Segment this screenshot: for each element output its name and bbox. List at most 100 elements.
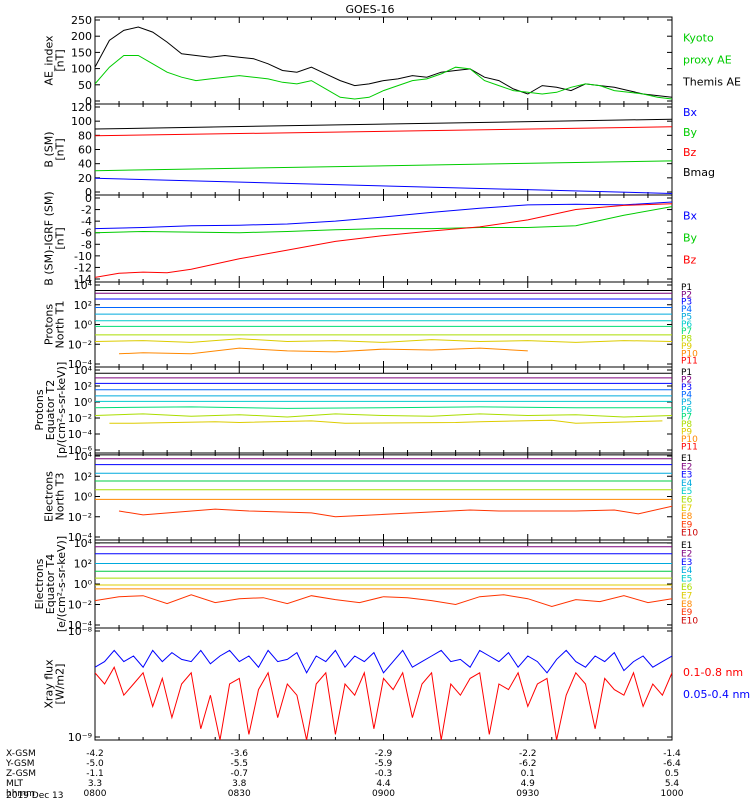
y-tick-label: 80 (78, 129, 92, 142)
legend-entry: Kyoto (683, 32, 714, 45)
x-axis-value: 4.9 (521, 779, 536, 789)
y-tick-label: 10² (74, 470, 92, 483)
legend-entry: P10 (681, 435, 698, 445)
x-axis-value: -6.4 (663, 759, 681, 769)
legend-entry: Bmag (683, 166, 715, 179)
y-axis-label: Xray flux (43, 659, 56, 709)
legend-entry: P1 (681, 283, 692, 293)
series-by (95, 206, 672, 234)
y-axis-label: [W/m2] (54, 664, 67, 705)
legend-entry: E2 (681, 462, 692, 472)
y-tick-label: -14 (74, 273, 92, 286)
y-axis-label: Electrons (43, 471, 56, 522)
x-axis-value: 3.3 (88, 779, 102, 789)
y-tick-label: 0 (85, 95, 92, 108)
y-axis-label: Electrons (33, 558, 46, 609)
x-axis-value: -3.6 (230, 749, 248, 759)
series-p8 (95, 413, 672, 418)
panel-ae: 250 200 150 100 50 0 AE_index[nT] Kyoto proxy AE… (43, 14, 741, 108)
y-tick-label: 10⁰ (74, 578, 93, 591)
x-axis-value: 5.4 (665, 779, 680, 789)
y-tick-label: 10⁰ (74, 319, 93, 332)
x-axis-value: -5.5 (230, 759, 248, 769)
legend-entry: E1 (681, 541, 692, 551)
x-axis-value: -4.2 (86, 749, 104, 759)
y-tick-label: 10² (74, 380, 92, 393)
legend-entry: E6 (681, 583, 693, 593)
legend-entry: E1 (681, 454, 692, 464)
y-tick-label: 10⁻⁴ (68, 619, 93, 632)
y-axis-label: North T1 (54, 301, 67, 349)
figure-title: GOES-16 (345, 3, 394, 16)
y-axis-label: [nT] (54, 138, 67, 160)
x-axis-value: 4.4 (376, 779, 391, 789)
x-axis-value: 0830 (228, 789, 251, 799)
legend-entry: P9 (681, 342, 692, 352)
x-axis-row-label: X-GSM (6, 749, 36, 759)
legend-entry: By (683, 126, 698, 139)
x-axis-value: 0.5 (665, 769, 679, 779)
legend-entry: E5 (681, 487, 692, 497)
x-axis-value: -5.9 (375, 759, 393, 769)
y-tick-label: 10⁻² (68, 599, 92, 612)
series-by (95, 160, 672, 172)
y-tick-label: 10⁻² (68, 338, 92, 351)
y-tick-label: 10² (74, 558, 92, 571)
legend-entry: P4 (681, 305, 692, 315)
legend-entry: Themis AE (682, 76, 741, 89)
x-axis-value: 0900 (372, 789, 395, 799)
legend-entry: P9 (681, 428, 692, 438)
x-axis-value: -1.1 (86, 769, 104, 779)
legend-entry: P6 (681, 320, 692, 330)
y-tick-label: 10⁴ (74, 364, 93, 377)
legend-entry: proxy AE (683, 54, 732, 67)
panel-frame (94, 194, 673, 283)
series-e9 (95, 594, 672, 608)
series-p7 (95, 406, 672, 409)
series-bx (95, 201, 672, 230)
legend-entry: P7 (681, 413, 692, 423)
y-tick-label: 10⁻⁸ (68, 625, 93, 638)
x-axis-value: -0.7 (230, 769, 248, 779)
legend-entry: 0.05-0.4 nm (683, 688, 750, 701)
y-tick-label: 10⁴ (74, 450, 93, 463)
series-bmag (95, 118, 672, 130)
series-p9 (109, 419, 663, 424)
y-tick-label: 10⁻⁶ (68, 444, 93, 457)
y-tick-label: 0 (85, 192, 92, 205)
y-axis-label: AE_index (43, 35, 56, 86)
panel-frame (94, 366, 673, 454)
y-tick-label: 10⁰ (74, 491, 93, 504)
legend-entry: Bx (683, 210, 698, 223)
y-tick-label: 10⁰ (74, 396, 93, 409)
legend-entry: P10 (681, 349, 698, 359)
legend-entry: E9 (681, 520, 693, 530)
y-tick-label: 250 (71, 14, 92, 27)
y-axis-label: [nT] (54, 49, 67, 71)
panel-frame (94, 281, 673, 368)
y-axis-label: [nT] (54, 227, 67, 249)
x-axis-value: 1000 (661, 789, 684, 799)
x-axis-value: -0.3 (375, 769, 393, 779)
y-tick-label: 0 (85, 186, 92, 199)
legend-entry: P11 (681, 443, 698, 453)
y-axis-label: Protons (43, 304, 56, 345)
legend-entry: P2 (681, 375, 692, 385)
y-axis-label: Equator T4 (44, 554, 57, 614)
legend-entry: E8 (681, 600, 693, 610)
legend-entry: P11 (681, 357, 698, 367)
y-tick-label: 20 (78, 172, 92, 185)
series-p10 (118, 347, 528, 355)
series-themis-ae (95, 26, 672, 98)
series-bx (95, 177, 672, 194)
y-tick-label: 10⁴ (74, 279, 93, 292)
series-bz (95, 203, 672, 278)
y-tick-label: 150 (71, 46, 92, 59)
series-kyoto-proxy-ae (95, 55, 672, 100)
legend-entry: E4 (681, 566, 693, 576)
legend-entry: P3 (681, 298, 692, 308)
legend-entry: P2 (681, 290, 692, 300)
